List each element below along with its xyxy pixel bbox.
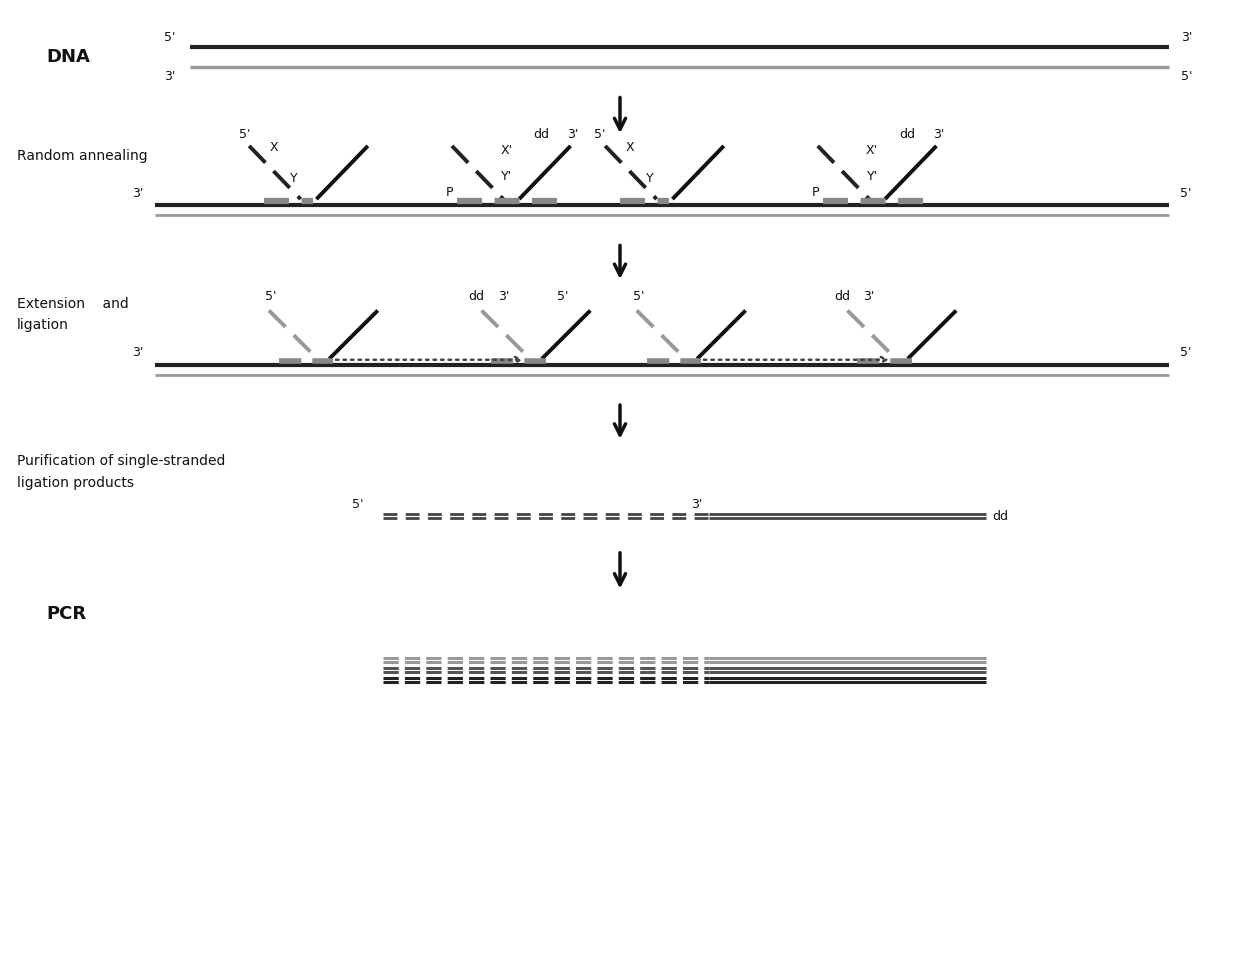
- Text: 5': 5': [1180, 70, 1193, 84]
- Text: Extension    and: Extension and: [17, 297, 129, 310]
- Text: PCR: PCR: [46, 605, 87, 623]
- Text: dd: dd: [899, 128, 915, 140]
- Text: 3': 3': [131, 346, 143, 359]
- Text: X': X': [866, 144, 878, 158]
- Text: 5': 5': [265, 290, 277, 303]
- Text: X: X: [269, 141, 278, 155]
- Text: X: X: [625, 141, 634, 155]
- Text: 3': 3': [165, 70, 176, 84]
- Text: 5': 5': [1179, 346, 1192, 359]
- Text: 3': 3': [497, 290, 508, 303]
- Text: 3': 3': [1180, 31, 1193, 44]
- Text: dd: dd: [469, 290, 485, 303]
- Text: 5': 5': [238, 128, 250, 140]
- Text: 5': 5': [634, 290, 645, 303]
- Text: Random annealing: Random annealing: [17, 149, 148, 162]
- Text: dd: dd: [993, 510, 1008, 523]
- Text: 3': 3': [567, 128, 578, 140]
- Text: 5': 5': [1179, 186, 1192, 200]
- Text: DNA: DNA: [46, 48, 91, 66]
- Text: P: P: [446, 185, 454, 199]
- Text: dd: dd: [835, 290, 851, 303]
- Text: 5': 5': [557, 290, 568, 303]
- Text: 3': 3': [932, 128, 944, 140]
- Text: dd: dd: [533, 128, 549, 140]
- Text: Y': Y': [501, 170, 512, 184]
- Text: Y: Y: [290, 172, 298, 185]
- Text: 3': 3': [131, 186, 143, 200]
- Text: Y': Y': [867, 170, 878, 184]
- Text: Purification of single-stranded: Purification of single-stranded: [17, 455, 226, 468]
- Text: 5': 5': [165, 31, 176, 44]
- Text: P: P: [812, 185, 820, 199]
- Text: 3': 3': [692, 498, 703, 511]
- Text: Y: Y: [646, 172, 653, 185]
- Text: 5': 5': [352, 498, 363, 511]
- Text: ligation products: ligation products: [17, 476, 134, 490]
- Text: 3': 3': [863, 290, 875, 303]
- Text: 5': 5': [594, 128, 606, 140]
- Text: ligation: ligation: [17, 318, 68, 333]
- Text: X': X': [500, 144, 512, 158]
